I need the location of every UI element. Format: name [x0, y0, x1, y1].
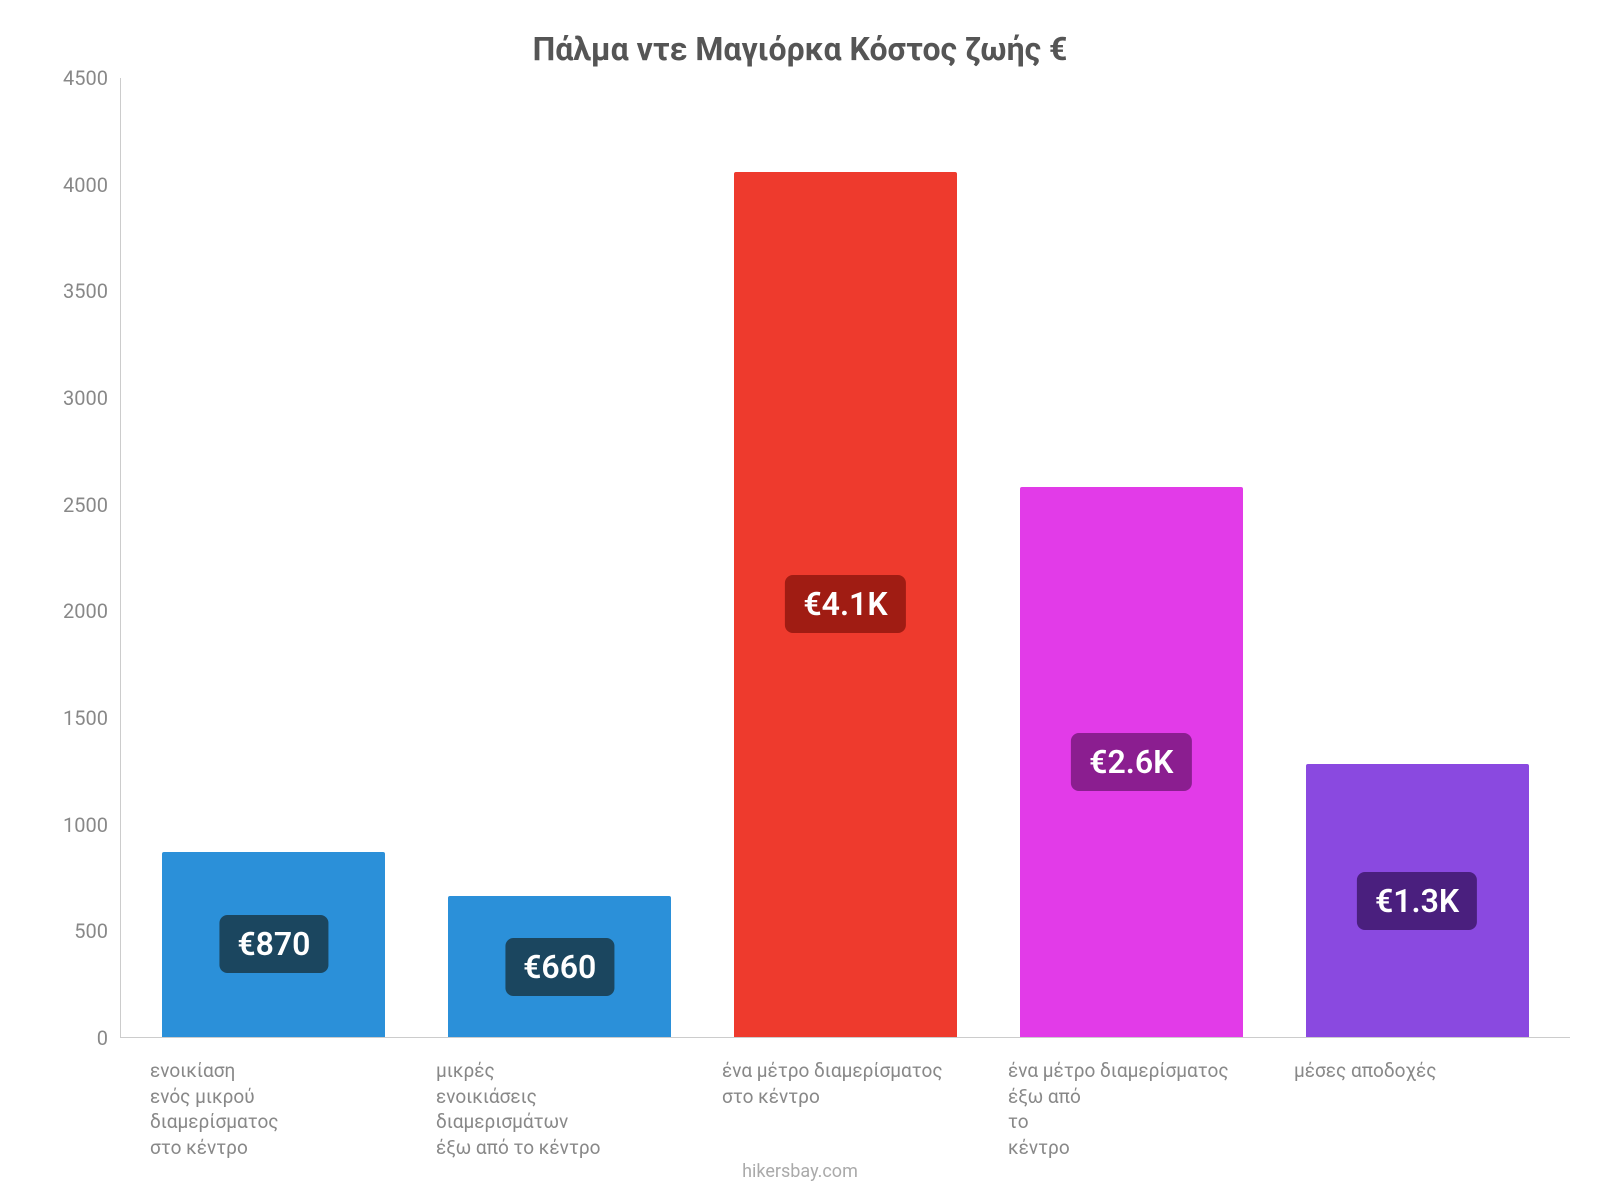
- bar-slot: €870: [131, 78, 417, 1037]
- bar: €2.6K: [1020, 487, 1243, 1037]
- bar-value-label: €870: [219, 915, 328, 973]
- x-axis: ενοικίασηενός μικρούδιαμερίσματοςστο κέν…: [120, 1048, 1570, 1161]
- chart-title: Πάλμα ντε Μαγιόρκα Κόστος ζωής €: [30, 30, 1570, 68]
- y-axis: 050010001500200025003000350040004500: [30, 78, 120, 1038]
- x-label: μικρέςενοικιάσειςδιαμερισμάτωνέξω από το…: [416, 1048, 702, 1161]
- bar-slot: €2.6K: [988, 78, 1274, 1037]
- bar: €4.1K: [734, 172, 957, 1037]
- y-tick: 2000: [63, 599, 108, 623]
- bar-slot: €1.3K: [1274, 78, 1560, 1037]
- y-tick: 0: [97, 1026, 108, 1050]
- y-tick: 3500: [63, 279, 108, 303]
- bar-slot: €4.1K: [703, 78, 989, 1037]
- y-tick: 4000: [63, 173, 108, 197]
- y-tick: 500: [74, 919, 108, 943]
- bars-group: €870 €660 €4.1K €2.6K €1.3K: [121, 78, 1570, 1037]
- y-tick: 1500: [63, 706, 108, 730]
- plot: 050010001500200025003000350040004500 €87…: [30, 78, 1570, 1038]
- bar-value-label: €2.6K: [1071, 733, 1191, 791]
- x-label: μέσες αποδοχές: [1274, 1048, 1560, 1161]
- attribution: hikersbay.com: [0, 1161, 1600, 1182]
- bar: €660: [448, 896, 671, 1037]
- plot-area: €870 €660 €4.1K €2.6K €1.3K: [120, 78, 1570, 1038]
- bar-value-label: €660: [505, 938, 614, 996]
- x-label: ένα μέτρο διαμερίσματοςέξω απότοκέντρο: [988, 1048, 1274, 1161]
- y-tick: 1000: [63, 813, 108, 837]
- y-tick: 4500: [63, 66, 108, 90]
- bar-slot: €660: [417, 78, 703, 1037]
- chart-container: Πάλμα ντε Μαγιόρκα Κόστος ζωής € 0 500 100…: [0, 0, 1600, 1200]
- bar-value-label: €1.3K: [1357, 872, 1477, 930]
- x-label: ένα μέτρο διαμερίσματοςστο κέντρο: [702, 1048, 988, 1161]
- x-label: ενοικίασηενός μικρούδιαμερίσματοςστο κέν…: [130, 1048, 416, 1161]
- y-tick: 2500: [63, 493, 108, 517]
- bar-value-label: €4.1K: [785, 575, 905, 633]
- y-tick: 3000: [63, 386, 108, 410]
- bar: €870: [162, 852, 385, 1037]
- bar: €1.3K: [1306, 764, 1529, 1037]
